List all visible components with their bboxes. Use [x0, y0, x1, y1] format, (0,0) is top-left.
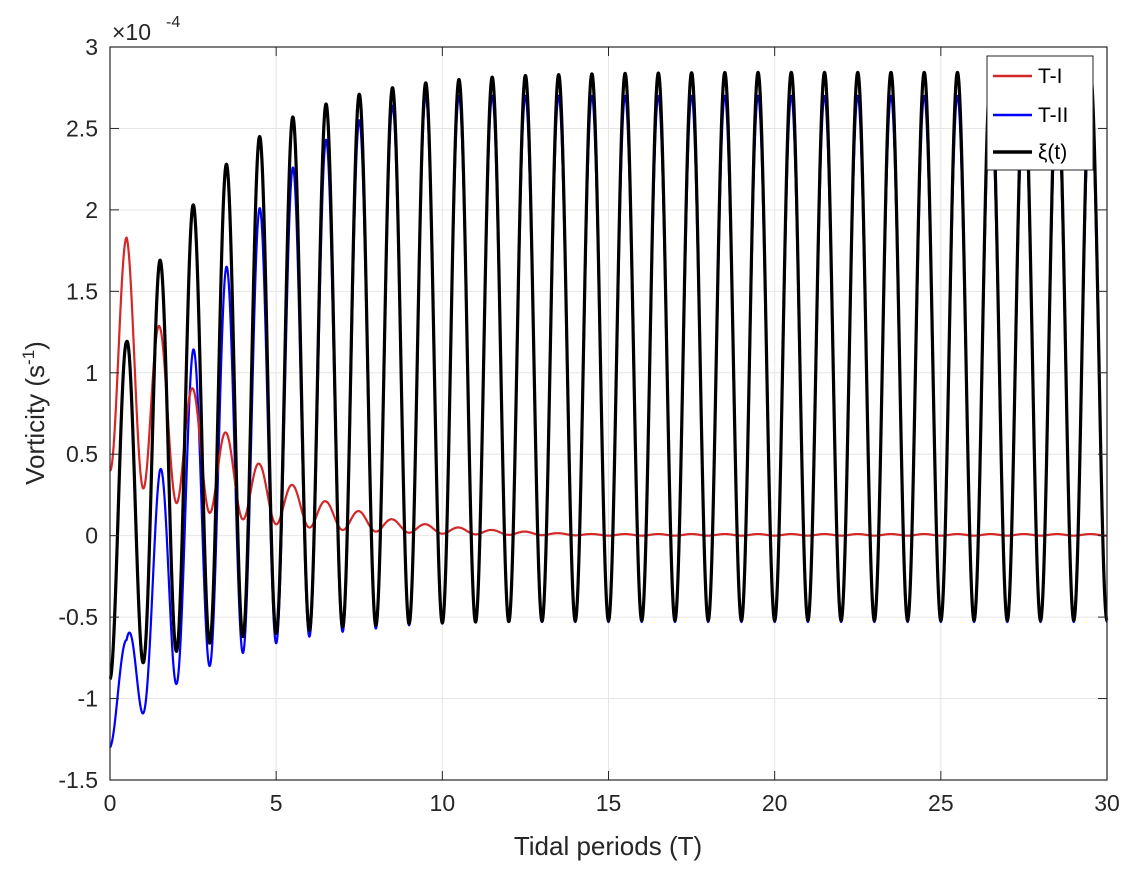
legend-label-xi: ξ(t)	[1038, 141, 1067, 164]
axes	[109, 46, 1108, 781]
x-tick-label: 30	[1094, 790, 1120, 816]
y-tick-label: 1	[85, 360, 98, 386]
exponent-power: -4	[166, 14, 180, 31]
series-layer	[108, 70, 1109, 749]
x-axis-label: Tidal periods (T)	[514, 831, 702, 861]
y-axis-label-text: Vorticity (s-1)	[19, 341, 50, 485]
x-tick-label: 5	[270, 790, 283, 816]
y-axis-label-tail: )	[20, 341, 50, 350]
y-axis-label-sup: -1	[19, 350, 38, 365]
series-line-xi	[108, 70, 1109, 681]
x-tick-label: 25	[928, 790, 954, 816]
y-tick-label: 0	[85, 523, 98, 549]
legend: T-I T-II ξ(t)	[986, 55, 1094, 171]
x-tick-label: 10	[430, 790, 456, 816]
y-tick-label: -0.5	[58, 604, 98, 630]
x-tick-labels: 0 5 10 15 20 25 30	[104, 790, 1120, 816]
y-tick-label: 2	[85, 197, 98, 223]
x-tick-label: 15	[596, 790, 622, 816]
y-tick-labels: -1.5 -1 -0.5 0 0.5 1 1.5 2 2.5 3	[58, 34, 98, 793]
exponent-prefix: ×10	[112, 19, 151, 45]
legend-label-t1: T-I	[1038, 65, 1063, 88]
y-tick-label: -1.5	[58, 767, 98, 793]
series-line-t1	[109, 236, 1108, 537]
y-tick-label: 3	[85, 34, 98, 60]
y-axis-label: Vorticity (s-1)	[19, 341, 50, 485]
y-tick-label: 2.5	[66, 115, 98, 141]
x-tick-label: 20	[762, 790, 788, 816]
x-tick-label: 0	[104, 790, 117, 816]
exponent-label: ×10 -4	[112, 14, 180, 45]
y-tick-label: -1	[78, 686, 98, 712]
legend-label-t2: T-II	[1038, 104, 1068, 127]
y-axis-label-main: Vorticity (s	[20, 365, 50, 485]
y-tick-label: 0.5	[66, 441, 98, 467]
y-tick-label: 1.5	[66, 278, 98, 304]
